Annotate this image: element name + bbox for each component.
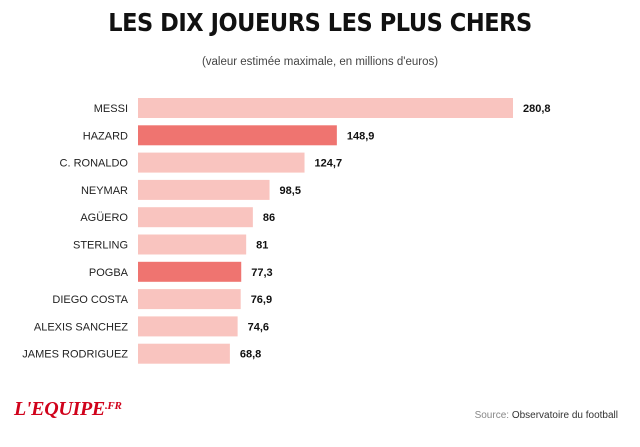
logo-suffix: .FR: [104, 400, 122, 412]
value-label: 98,5: [280, 185, 301, 197]
bar: [138, 152, 305, 173]
category-label: STERLING: [73, 240, 128, 252]
value-label: 280,8: [523, 103, 551, 115]
category-label: JAMES RODRIGUEZ: [22, 349, 128, 361]
bar: [138, 179, 270, 200]
source-prefix: Source:: [474, 410, 510, 421]
lequipe-logo: L'EQUIPE.FR: [14, 398, 122, 421]
value-label: 86: [263, 212, 275, 224]
category-label: NEYMAR: [81, 185, 128, 197]
category-label: HAZARD: [83, 130, 128, 142]
category-label: AGÜERO: [80, 212, 128, 224]
bar: [138, 125, 337, 146]
value-label: 77,3: [251, 267, 272, 279]
bar: [138, 98, 513, 118]
bar: [138, 316, 238, 337]
bar: [138, 207, 253, 228]
source-note: Source: Observatoire du football: [475, 410, 618, 421]
category-label: POGBA: [89, 267, 129, 279]
value-label: 68,8: [240, 349, 261, 361]
category-label: ALEXIS SANCHEZ: [34, 321, 128, 333]
bar: [138, 343, 230, 364]
value-label: 81: [256, 240, 268, 252]
source-text: Observatoire du football: [511, 410, 618, 421]
bar: [138, 289, 241, 310]
chart-title: LES DIX JOUEURS LES PLUS CHERS: [108, 8, 532, 37]
category-label: MESSI: [94, 103, 128, 115]
category-label: C. RONALDO: [60, 158, 129, 170]
category-label: DIEGO COSTA: [52, 294, 128, 306]
value-label: 76,9: [251, 294, 272, 306]
value-label: 124,7: [315, 158, 343, 170]
logo-main: L'EQUIPE: [14, 398, 105, 420]
bar: [138, 234, 247, 255]
bar: [138, 261, 242, 282]
chart-subtitle: (valeur estimée maximale, en millions d'…: [201, 56, 439, 68]
value-label: 148,9: [347, 130, 375, 142]
value-label: 74,6: [248, 321, 269, 333]
